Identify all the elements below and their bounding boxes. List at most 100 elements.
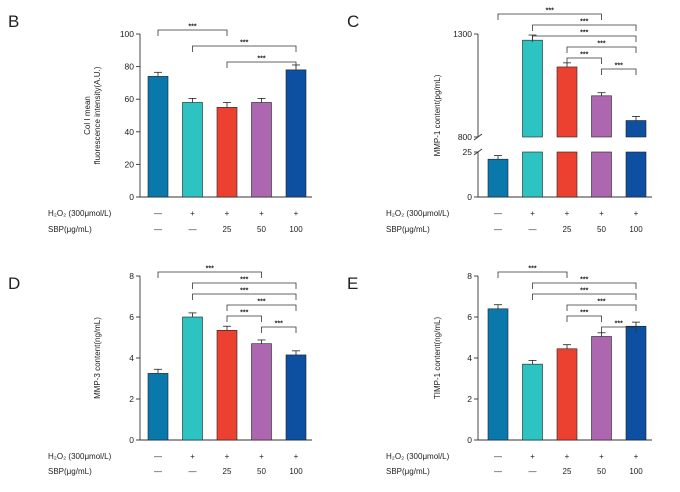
significance-bracket — [192, 45, 297, 52]
significance-label: *** — [580, 288, 588, 295]
bar — [147, 76, 169, 198]
significance-label: *** — [240, 40, 248, 47]
y-axis-label: MMP-3 content(ng/mL) — [93, 317, 102, 399]
y-tick-label: 1300 — [453, 29, 472, 39]
condition-h2o2-value: + — [225, 452, 230, 461]
significance-bracket — [261, 326, 297, 333]
condition-h2o2-value: + — [530, 452, 535, 461]
condition-h2o2-value: + — [294, 209, 299, 218]
condition-label-h2o2: H₂O₂ (300μmol/L) — [386, 209, 450, 218]
y-axis-label: Col I mean — [83, 96, 92, 135]
panel-letter: C — [347, 12, 359, 31]
panel-c: C 0 25 800 1300 MMP-1 content(pg/mL) *** *** ***… — [347, 8, 652, 234]
significance-label: *** — [597, 41, 605, 48]
significance-bracket — [226, 315, 262, 322]
significance-bracket — [192, 282, 297, 289]
y-tick-label: 800 — [458, 132, 472, 142]
significance-label: *** — [206, 266, 214, 273]
significance-label: *** — [240, 310, 248, 317]
significance-bracket — [226, 61, 297, 68]
bar — [522, 363, 543, 441]
significance-bracket — [532, 293, 637, 300]
significance-bracket — [157, 271, 262, 278]
y-tick-label: 0 — [467, 192, 472, 202]
condition-label-h2o2: H₂O₂ (300μmol/L) — [48, 452, 112, 461]
significance-label: *** — [580, 310, 588, 317]
bar — [251, 102, 272, 198]
panel-e: E 0 2 4 6 8 TIMP-1 content(ng/mL) *** *** *** *** *… — [347, 266, 652, 476]
significance-bracket — [601, 68, 637, 75]
panel-letter: E — [347, 274, 358, 293]
condition-sbp-value: — — [154, 225, 162, 234]
condition-label-sbp: SBP(μg/mL) — [48, 467, 92, 476]
bar — [285, 69, 307, 198]
significance-bracket — [532, 282, 637, 289]
bar — [591, 95, 612, 138]
bar — [591, 336, 612, 441]
significance-label: *** — [240, 288, 248, 295]
bar — [625, 325, 647, 441]
bar-lower-segment — [591, 151, 612, 198]
y-axis-label: TIMP-1 content(ng/mL) — [433, 317, 442, 400]
significance-bracket — [566, 304, 637, 311]
y-tick-label: 0 — [129, 435, 134, 445]
significance-label: *** — [615, 63, 623, 70]
condition-h2o2-value: + — [634, 209, 639, 218]
y-tick-label: 4 — [129, 353, 134, 363]
bar — [216, 107, 238, 198]
panel-letter: D — [8, 274, 20, 293]
condition-sbp-value: — — [494, 225, 502, 234]
bar-lower-segment — [522, 151, 543, 198]
condition-sbp-value: — — [189, 467, 197, 476]
condition-sbp-value: 25 — [223, 225, 232, 234]
condition-label-h2o2: H₂O₂ (300μmol/L) — [48, 209, 112, 218]
y-tick-label: 0 — [467, 435, 472, 445]
condition-sbp-value: — — [189, 225, 197, 234]
condition-sbp-value: 100 — [289, 467, 303, 476]
y-tick-label: 0 — [129, 192, 134, 202]
significance-label: *** — [188, 24, 196, 31]
y-axis-label: fluorescence intensity(A.U.) — [93, 66, 102, 164]
condition-sbp-value: 100 — [629, 225, 643, 234]
condition-label-sbp: SBP(μg/mL) — [386, 225, 430, 234]
condition-h2o2-value: — — [154, 452, 162, 461]
y-tick-label: 6 — [129, 312, 134, 322]
bar — [216, 330, 238, 441]
bar — [625, 120, 647, 138]
y-axis-label: MMP-1 content(pg/mL) — [433, 74, 442, 156]
bar — [285, 354, 307, 441]
bar — [182, 316, 203, 441]
condition-sbp-value: 50 — [597, 225, 606, 234]
significance-label: *** — [580, 19, 588, 26]
y-tick-label: 6 — [467, 312, 472, 322]
significance-label: *** — [580, 52, 588, 59]
significance-label: *** — [240, 277, 248, 284]
condition-h2o2-value: + — [599, 452, 604, 461]
condition-sbp-value: 100 — [289, 225, 303, 234]
significance-label: *** — [257, 299, 265, 306]
significance-label: *** — [257, 56, 265, 63]
condition-sbp-value: 50 — [597, 467, 606, 476]
condition-h2o2-value: + — [530, 209, 535, 218]
significance-label: *** — [528, 266, 536, 273]
y-tick-label: 100 — [120, 29, 134, 39]
condition-sbp-value: 25 — [563, 467, 572, 476]
condition-sbp-value: — — [529, 467, 537, 476]
bar — [522, 39, 543, 138]
y-tick-label: 2 — [129, 394, 134, 404]
y-tick-label: 25 — [463, 147, 473, 157]
condition-sbp-value: — — [494, 467, 502, 476]
bar — [556, 348, 578, 441]
significance-bracket — [566, 315, 602, 322]
significance-bracket — [157, 29, 228, 36]
condition-label-h2o2: H₂O₂ (300μmol/L) — [386, 452, 450, 461]
significance-bracket — [497, 271, 568, 278]
panel-b: B 0 20 40 60 80 100 Col I mean fluorescence inte… — [8, 12, 312, 234]
condition-h2o2-value: — — [494, 452, 502, 461]
bar-lower-segment — [556, 151, 578, 198]
condition-sbp-value: 50 — [257, 225, 266, 234]
significance-label: *** — [546, 8, 554, 15]
condition-h2o2-value: + — [634, 452, 639, 461]
condition-h2o2-value: — — [494, 209, 502, 218]
